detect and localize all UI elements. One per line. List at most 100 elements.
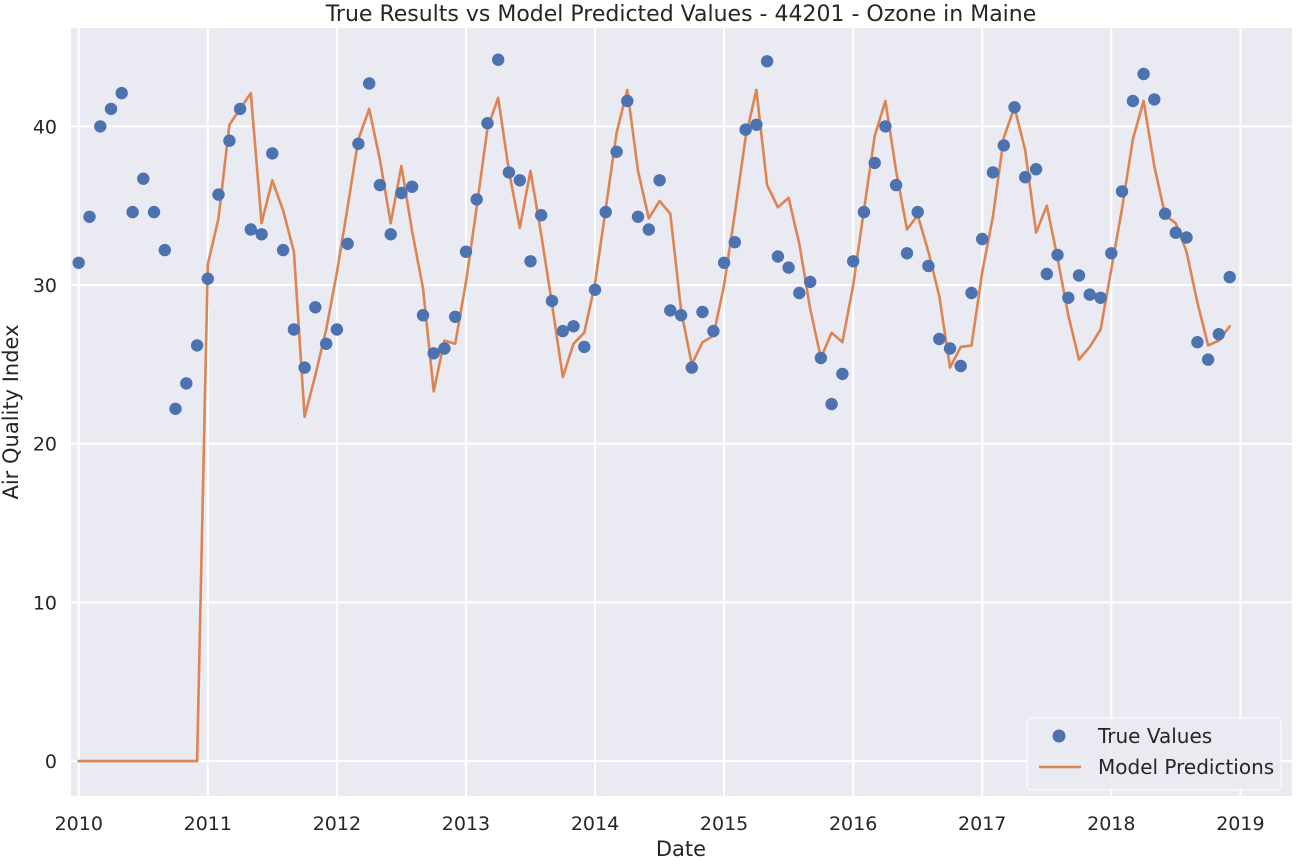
true-value-point: [685, 361, 698, 374]
legend: True Values Model Predictions: [1026, 717, 1282, 791]
true-value-point: [438, 342, 451, 355]
true-values-series: [72, 53, 1236, 415]
true-value-point: [1072, 269, 1086, 282]
true-value-point: [1169, 226, 1183, 239]
true-value-point: [804, 275, 817, 289]
true-value-point: [94, 120, 107, 133]
true-value-point: [363, 77, 376, 90]
true-value-point: [696, 305, 709, 319]
true-value-point: [513, 174, 526, 187]
true-value-point: [255, 228, 268, 241]
true-value-point: [535, 209, 548, 222]
y-tick-labels: 0 10 20 30 40: [33, 116, 57, 773]
true-value-point: [384, 228, 397, 241]
true-value-point: [825, 397, 838, 411]
y-tick-label: 0: [45, 751, 57, 773]
true-value-point: [201, 272, 214, 285]
true-value-point: [976, 232, 989, 246]
true-value-point: [158, 243, 171, 257]
true-value-point: [1105, 247, 1118, 260]
true-value-point: [933, 332, 946, 346]
true-value-point: [545, 294, 559, 308]
x-tick-labels: 2010 2011 2012 2013 2014 2015 2016 2017 2018 2019: [55, 813, 1265, 835]
true-value-point: [72, 256, 85, 269]
model-predictions-line: [77, 88, 1231, 763]
true-value-point: [771, 250, 785, 263]
true-value-point: [1180, 231, 1193, 244]
true-value-point: [707, 324, 720, 338]
true-value-point: [588, 283, 602, 296]
x-tick-label: 2010: [55, 813, 103, 835]
true-value-point: [427, 347, 440, 360]
true-value-point: [836, 367, 849, 381]
true-value-point: [664, 304, 677, 317]
true-value-point: [276, 243, 290, 257]
true-value-point: [287, 323, 301, 336]
true-value-point: [578, 340, 591, 354]
legend-box: [1026, 717, 1282, 791]
true-value-point: [298, 361, 311, 374]
true-value-point: [1212, 328, 1226, 341]
model-predictions-series: [77, 88, 1231, 763]
true-value-point: [782, 261, 795, 274]
true-value-point: [793, 286, 806, 300]
true-value-point: [760, 55, 774, 68]
true-value-point: [750, 118, 763, 131]
true-value-point: [470, 193, 483, 206]
true-value-point: [599, 205, 612, 219]
x-axis-label: Date: [656, 837, 706, 861]
true-value-point: [1201, 353, 1215, 366]
true-value-point: [1115, 185, 1129, 198]
true-value-point: [83, 210, 96, 223]
true-value-point: [1223, 270, 1236, 284]
legend-marker-true-values: [1052, 729, 1066, 743]
true-value-point: [814, 351, 828, 365]
true-value-point: [266, 147, 279, 160]
true-value-point: [621, 94, 634, 108]
true-value-point: [717, 256, 731, 269]
true-value-point: [986, 166, 1000, 179]
true-value-point: [911, 205, 924, 219]
true-value-point: [642, 223, 655, 236]
true-value-point: [352, 137, 365, 150]
true-value-point: [556, 324, 569, 338]
x-tick-label: 2013: [442, 813, 490, 835]
true-value-point: [1148, 93, 1161, 106]
true-value-point: [728, 236, 741, 249]
true-value-point: [943, 342, 957, 355]
true-value-point: [1083, 288, 1096, 301]
true-value-point: [233, 102, 247, 116]
y-tick-label: 10: [33, 592, 57, 614]
true-value-point: [1008, 101, 1021, 114]
true-value-point: [879, 120, 892, 133]
true-value-point: [857, 205, 871, 219]
true-value-point: [330, 323, 344, 336]
x-tick-label: 2015: [700, 813, 748, 835]
chart-title: True Results vs Model Predicted Values -…: [325, 2, 1037, 27]
true-value-point: [674, 309, 688, 322]
true-value-point: [137, 172, 150, 185]
true-value-point: [1040, 267, 1054, 281]
true-value-point: [481, 117, 494, 130]
true-value-point: [739, 123, 752, 136]
y-tick-label: 20: [33, 434, 57, 456]
true-value-point: [502, 166, 516, 179]
true-value-point: [653, 174, 666, 187]
true-value-point: [1158, 207, 1172, 220]
true-value-point: [115, 86, 128, 100]
y-axis-label: Air Quality Index: [0, 324, 23, 499]
true-value-point: [416, 309, 430, 322]
true-value-point: [244, 223, 257, 236]
true-value-point: [922, 259, 935, 273]
true-value-point: [223, 134, 236, 147]
legend-label-model-predictions: Model Predictions: [1098, 755, 1274, 779]
true-value-point: [900, 247, 914, 260]
true-value-point: [524, 255, 537, 268]
true-value-point: [610, 145, 623, 158]
true-value-point: [341, 237, 354, 250]
true-value-point: [180, 377, 193, 390]
true-value-point: [212, 188, 225, 201]
true-value-point: [1126, 94, 1140, 108]
true-value-point: [847, 255, 860, 268]
